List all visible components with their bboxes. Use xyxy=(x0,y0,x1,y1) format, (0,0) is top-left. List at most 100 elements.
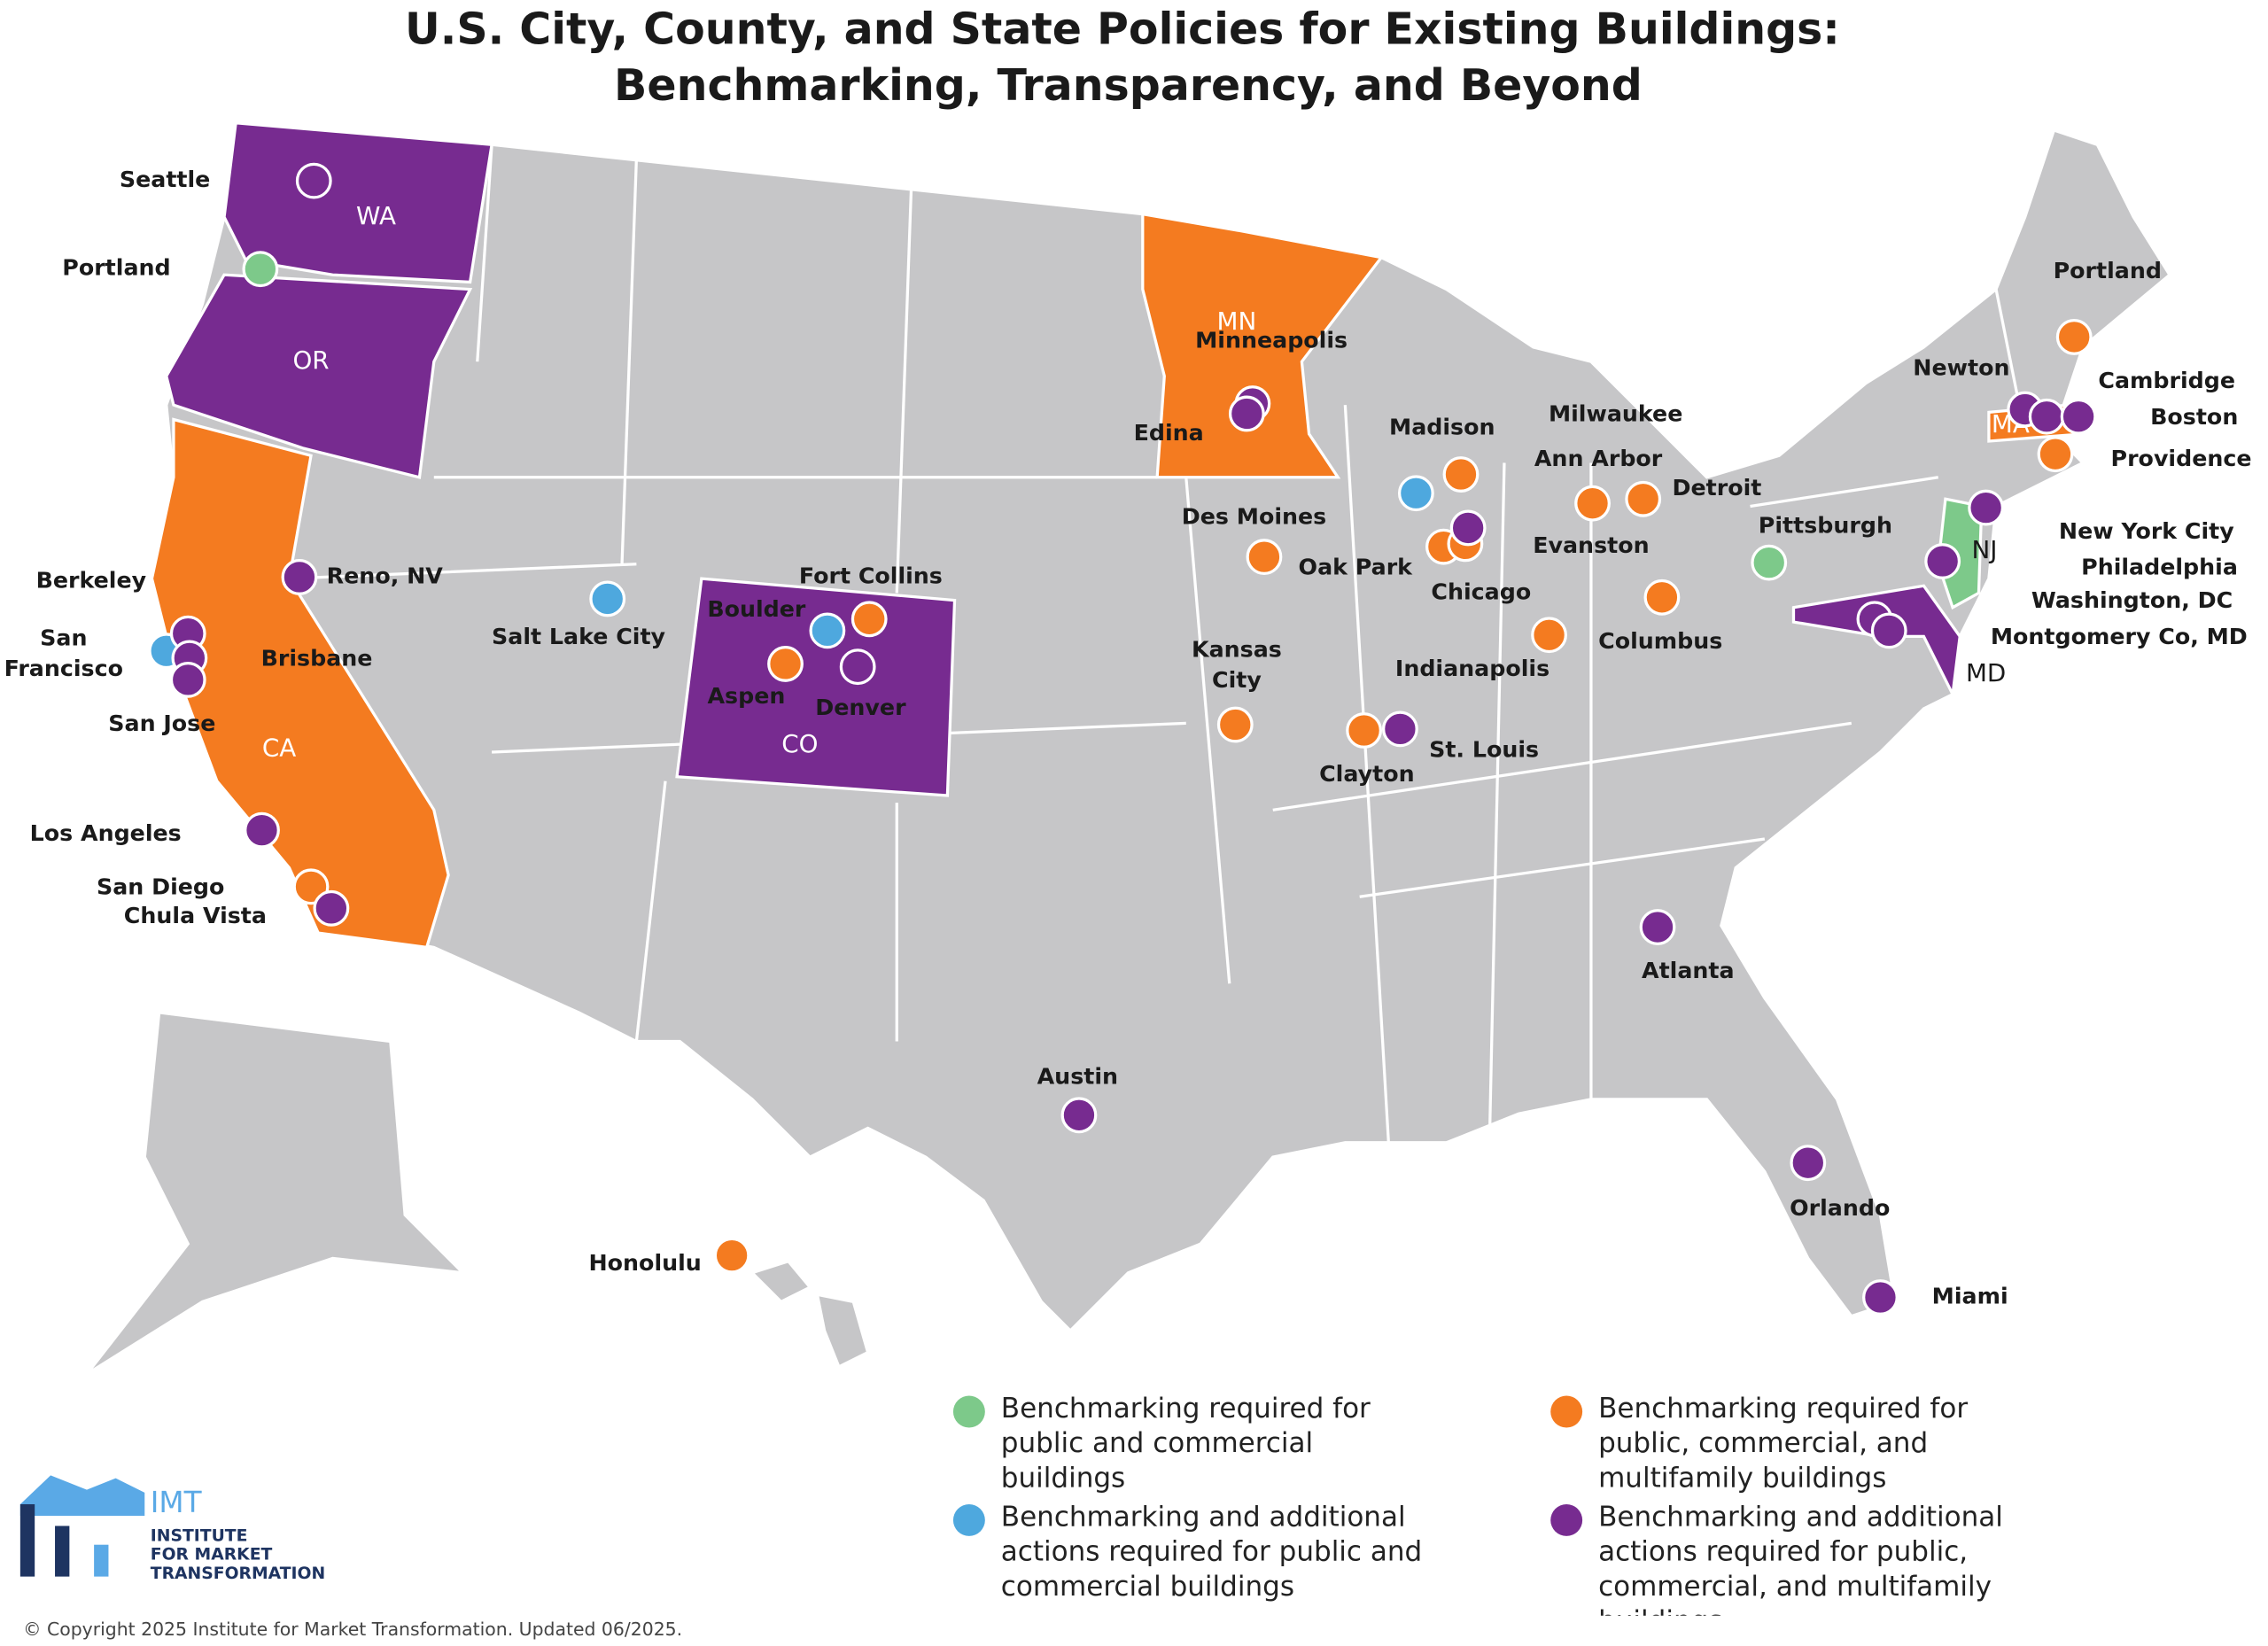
legend-swatch xyxy=(952,1395,985,1428)
city-dot xyxy=(767,646,804,682)
state-label: MD xyxy=(1966,658,2006,687)
city-label: St. Louis xyxy=(1429,736,1539,762)
city-dot xyxy=(1531,617,1567,654)
city-label: Portland xyxy=(2054,258,2162,283)
city-label: Kansas City xyxy=(1192,637,1282,693)
city-label: Oak Park xyxy=(1299,555,1414,580)
city-dot xyxy=(1246,539,1283,576)
city-dot xyxy=(1870,612,1907,649)
city-dot xyxy=(244,811,280,849)
city-label: Berkeley xyxy=(36,567,147,593)
logo-line: INSTITUTE xyxy=(151,1526,248,1545)
city-label: Denver xyxy=(815,695,906,720)
state-label: MN xyxy=(1217,307,1257,336)
state-shape xyxy=(1141,212,1385,479)
city-dot xyxy=(2037,436,2074,473)
city-label: Fort Collins xyxy=(799,563,943,588)
city-dot xyxy=(1228,395,1265,432)
city-dot xyxy=(2028,398,2065,435)
city-label: Ann Arbor xyxy=(1534,446,1663,471)
city-dot xyxy=(1968,489,2005,526)
city-label: Boulder xyxy=(707,596,806,622)
city-label: Cambridge xyxy=(2098,368,2235,393)
legend-entry: Benchmarking required for public, commer… xyxy=(1598,1393,1969,1495)
city-dot xyxy=(242,251,279,288)
city-dot xyxy=(1397,475,1434,512)
city-dot xyxy=(850,601,888,638)
legend-label: Benchmarking required for public, commer… xyxy=(1598,1393,1969,1495)
city-dot xyxy=(1442,456,1480,493)
city-dot xyxy=(169,661,206,698)
city-label: San Jose xyxy=(108,710,215,736)
city-label: New York City xyxy=(2059,518,2234,544)
city-label: Madison xyxy=(1389,414,1495,439)
city-dot xyxy=(1643,578,1681,616)
city-label: San Francisco xyxy=(4,625,123,681)
state-shape xyxy=(222,121,493,284)
city-label: Seattle xyxy=(120,167,210,192)
city-label: Milwaukee xyxy=(1549,401,1682,427)
legend-swatch xyxy=(1550,1395,1583,1428)
city-label: Aspen xyxy=(707,683,785,709)
city-dot xyxy=(1346,712,1382,749)
copyright: © Copyright 2025 Institute for Market Tr… xyxy=(23,1619,682,1640)
city-label: Atlanta xyxy=(1642,958,1735,983)
city-label: Edina xyxy=(1134,420,1204,446)
city-label: Providence xyxy=(2111,446,2252,471)
city-label: Newton xyxy=(1913,354,2009,380)
city-dot xyxy=(2060,398,2097,435)
city-dot xyxy=(1216,706,1254,743)
logo-name: IMT xyxy=(151,1486,203,1519)
city-dot xyxy=(1449,509,1487,547)
city-label: Indianapolis xyxy=(1395,656,1550,681)
city-label: Des Moines xyxy=(1182,504,1326,530)
legend-label: Benchmarking and additional actions requ… xyxy=(1598,1501,2003,1616)
city-dot xyxy=(281,559,318,595)
legend-label: Benchmarking required for public and com… xyxy=(1000,1393,1371,1495)
city-dot xyxy=(809,612,846,649)
state-label: CA xyxy=(262,734,296,763)
base-map xyxy=(85,121,2172,1376)
city-dot xyxy=(313,889,350,927)
city-dot xyxy=(1625,480,1662,517)
city-label: Evanston xyxy=(1533,532,1649,558)
state-shape xyxy=(1791,584,1961,700)
city-dot xyxy=(1862,1279,1899,1316)
state-label: WA xyxy=(356,201,396,230)
legend-entry: Benchmarking and additional actions requ… xyxy=(1598,1501,2003,1616)
logo-line: TRANSFORMATION xyxy=(151,1564,325,1583)
city-label: Minneapolis xyxy=(1195,327,1348,353)
title-line: Benchmarking, Transparency, and Beyond xyxy=(614,60,1643,111)
city-dot xyxy=(1751,544,1788,581)
city-label: Honolulu xyxy=(589,1250,702,1276)
logo: IMT INSTITUTE FOR MARKET TRANSFORMATION xyxy=(19,1475,325,1583)
city-dot xyxy=(839,648,876,686)
legend-swatch xyxy=(1550,1503,1583,1536)
city-label: Montgomery Co, MD xyxy=(1991,624,2248,649)
logo-line: FOR MARKET xyxy=(151,1546,273,1564)
state-label: OR xyxy=(292,346,329,375)
state-shape xyxy=(675,577,957,797)
city-label: Austin xyxy=(1037,1063,1118,1089)
city-label: Chicago xyxy=(1431,578,1531,604)
title-line: U.S. City, County, and State Policies fo… xyxy=(405,4,1840,54)
city-label: Columbus xyxy=(1598,628,1722,654)
city-label: Boston xyxy=(2150,404,2238,430)
state-label: CO xyxy=(781,729,818,758)
city-dot xyxy=(1790,1145,1827,1182)
city-dot xyxy=(1924,543,1961,579)
city-label: Detroit xyxy=(1673,475,1762,501)
city-label: Washington, DC xyxy=(2031,587,2233,613)
state-shape xyxy=(165,273,473,479)
city-label: Miami xyxy=(1932,1284,2008,1309)
city-dot xyxy=(1574,485,1611,522)
city-dot xyxy=(1382,710,1418,748)
city-dot xyxy=(1639,909,1676,945)
city-label: Chula Vista xyxy=(124,903,267,928)
city-dot xyxy=(295,162,332,199)
city-dot xyxy=(2055,319,2093,355)
city-label: Brisbane xyxy=(261,646,373,672)
city-label: Philadelphia xyxy=(2081,555,2238,580)
